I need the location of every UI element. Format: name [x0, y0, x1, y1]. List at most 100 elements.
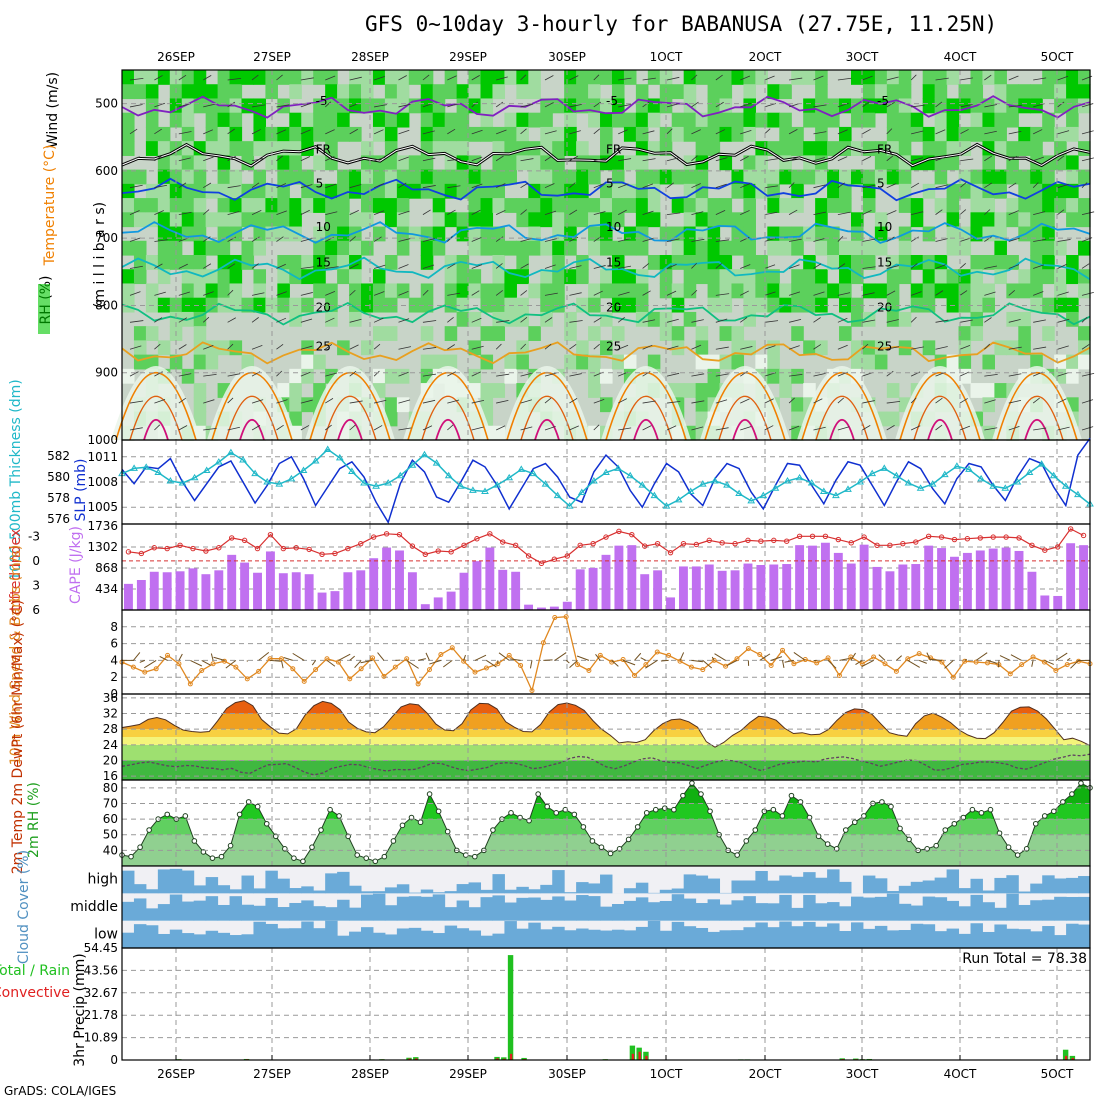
temp-axis-label: 2m Temp 2m DewPt (6hr Min/Max) (°C)	[10, 600, 26, 875]
wind-barb	[935, 209, 943, 215]
rh-cell	[791, 240, 804, 256]
li-axis-label: Lifted Index	[8, 529, 24, 611]
isotherm-label: 10	[877, 220, 892, 234]
wind-speed-marker	[244, 676, 250, 682]
lifted-index-marker	[1003, 534, 1009, 540]
rh-cell	[743, 155, 756, 171]
precip-tick: 54.45	[84, 941, 118, 955]
wind10m-axis-label: 10m Wind Speed & Barbs (m/s)	[8, 545, 24, 765]
wind-barb	[984, 74, 992, 81]
rh-cell	[193, 255, 207, 270]
rh-cell	[862, 240, 876, 256]
wind-barb	[129, 265, 143, 269]
rh-cell	[743, 269, 756, 285]
wind-speed-marker	[199, 667, 205, 673]
rh-cell	[588, 283, 601, 299]
rh-cell	[193, 411, 207, 427]
rh-cell	[384, 283, 398, 299]
rh-cell	[910, 212, 924, 228]
cloud-cell	[241, 904, 254, 921]
thickness-marker	[674, 495, 683, 503]
rh-cell	[767, 198, 780, 213]
rh-cell	[122, 283, 135, 299]
rh-cell	[958, 84, 972, 100]
rh-cell	[827, 112, 840, 128]
cloud-cell	[850, 922, 864, 948]
slp-line	[121, 437, 1091, 525]
wind-barb	[178, 317, 188, 323]
wind-barb-10m	[793, 652, 806, 661]
wind-barb	[422, 74, 430, 81]
rh-cell	[289, 368, 302, 384]
rh-cell	[552, 269, 565, 285]
rh-cell	[122, 240, 135, 256]
rh-cell	[839, 255, 852, 270]
wind-barb	[666, 400, 681, 404]
wind-barb	[325, 183, 337, 189]
precip-convective-label: Convective	[0, 985, 70, 1001]
lifted-index-marker	[525, 553, 532, 559]
wind-barb	[764, 398, 774, 404]
slp-tick: 1008	[87, 475, 118, 489]
wind-barb	[1008, 182, 1017, 189]
rh-cell	[1018, 126, 1031, 142]
rh-cell	[1006, 84, 1019, 100]
wind-barb-10m	[691, 659, 704, 663]
top-date-label: 5OCT	[1041, 50, 1074, 64]
wind-barb	[764, 345, 776, 350]
wind-barb	[984, 209, 991, 215]
thickness-marker	[202, 466, 211, 473]
wind-barb	[227, 128, 235, 135]
wind-barb	[447, 399, 460, 404]
rh-cell	[815, 126, 828, 142]
precip-tick: 21.78	[84, 1008, 118, 1022]
rh-marker	[182, 813, 189, 819]
wind-barb	[325, 211, 338, 216]
wind-barb	[911, 157, 924, 162]
rh-cell	[970, 112, 984, 128]
cloud-cell	[874, 925, 888, 948]
rh-cell	[1066, 70, 1079, 85]
rh-cell	[839, 169, 852, 185]
rh-cell	[731, 112, 745, 128]
rh-cell	[468, 212, 482, 228]
cloud-cell	[313, 906, 326, 921]
rh-cell	[504, 240, 517, 256]
rh-cell	[289, 383, 302, 398]
thickness-marker	[178, 479, 187, 486]
cape-bar	[653, 570, 663, 610]
rh-marker	[291, 855, 297, 861]
rh-cell	[325, 112, 338, 128]
rh-tick: 80	[103, 781, 118, 795]
rh-cell	[719, 155, 733, 171]
wind-barb	[764, 264, 776, 269]
wind-barb-10m	[896, 655, 903, 661]
rh-cell	[229, 112, 243, 128]
wind-barb	[862, 128, 871, 135]
cape-bar	[924, 545, 934, 610]
wind-barb	[666, 425, 677, 431]
wind-speed-marker	[711, 657, 717, 663]
rh-cell	[181, 155, 195, 171]
rh-cell	[1018, 98, 1031, 114]
lifted-index-marker	[796, 533, 803, 539]
wind-barb	[251, 104, 266, 108]
wind-speed-marker	[836, 673, 842, 679]
cape-bar	[950, 556, 959, 610]
wind-barb	[910, 397, 917, 404]
rh-cell	[277, 383, 290, 398]
isotherm-label: FR	[316, 142, 331, 156]
wind-speed-marker	[1076, 658, 1082, 664]
rh-cell	[253, 283, 267, 299]
wind-barb	[300, 292, 313, 296]
cloud-cell	[731, 930, 744, 948]
rh-cell	[815, 169, 828, 185]
rh-cell	[994, 255, 1007, 270]
cape-bar	[627, 545, 637, 610]
wind-barb	[813, 157, 826, 162]
rh-cell	[313, 126, 326, 142]
rh-cell	[1030, 240, 1043, 256]
rh-cell	[623, 226, 637, 242]
wind-barb-10m	[377, 652, 385, 661]
rh-cell	[707, 70, 721, 85]
